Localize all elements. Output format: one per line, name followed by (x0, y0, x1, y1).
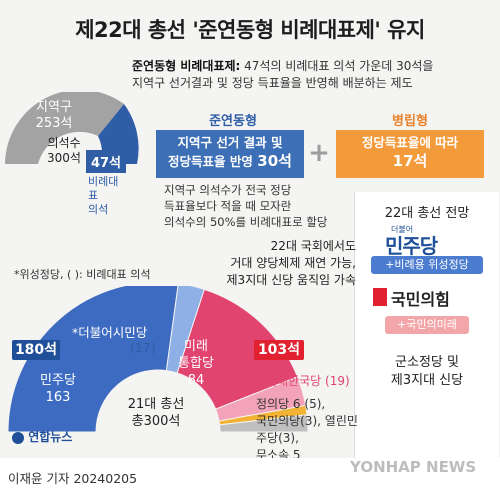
ppp-total-badge: 103석 (254, 340, 304, 360)
yonhap-logo: 연합뉴스 (12, 428, 72, 445)
parallel-line-1: 정당득표율에 따라 (361, 135, 459, 150)
district-seats-text: 253석 (35, 116, 73, 131)
definition-text-1: 47석의 비례대표 의석 가운데 30석을 (240, 59, 434, 73)
note-line-1: 지역구 의석수가 전국 정당 (164, 183, 292, 197)
party2-logo: 국민의힘 (391, 290, 450, 309)
pr-seats-badge: 47석 (86, 150, 126, 173)
watermark: YONHAP NEWS (350, 458, 477, 476)
minor-line-1: 군소정당 및 (395, 355, 459, 370)
others-line-2: 국민의당(3), 열린민주당(3), (256, 414, 358, 445)
minor-line-2: 제3지대 신당 (390, 373, 464, 388)
outlook-panel: 22대 총선 전망 더불어 민주당 +비례용 위성정당 국민의힘 +국민의미래 … (354, 192, 499, 489)
chart21-center-2: 총300석 (131, 414, 181, 429)
pr-arc (98, 104, 139, 164)
party1-sub: +비례용 위성정당 (371, 256, 483, 274)
forecast-line-3: 제3지대 신당 움직임 가속 (226, 273, 356, 287)
district-arc (5, 92, 124, 164)
pr-label-text-2: 의석 (88, 203, 109, 216)
legend-note: *위성정당, ( ): 비례대표 의석 (14, 268, 151, 281)
chart21-center: 21대 총선 총300석 (106, 396, 206, 430)
plus-icon: + (308, 138, 330, 168)
total-seats-text: 300석 (47, 151, 81, 165)
linked-line-2a: 정당득표율 반영 (168, 154, 258, 169)
ppp-sat-label: *미래한국당 (19) (260, 374, 350, 388)
pr-label: 비례대표 의석 (88, 175, 128, 217)
pr-label-text: 비례대표 (88, 175, 119, 202)
ppp-label: 미래 통합당 84 (176, 338, 216, 389)
definition-text-2: 지역구 선거결과 및 정당 득표율을 반영해 배분하는 제도 (132, 76, 413, 90)
district-label-text: 지역구 (36, 100, 72, 115)
dem-label: 민주당 163 (36, 372, 80, 406)
party1-small: 더불어 (391, 225, 414, 234)
party2-sub: +국민의미래 (385, 316, 469, 334)
district-label: 지역구 253석 (24, 100, 84, 132)
minor-parties: 군소정당 및 제3지대 신당 (355, 354, 499, 390)
linked-seats: 30석 (257, 152, 292, 170)
forecast-line-1: 22대 국회에서도 (270, 239, 356, 253)
slice-5 (219, 414, 309, 433)
ppp-value: 84 (187, 373, 205, 388)
party1-logo: 민주당 (385, 234, 438, 258)
outlook-title: 22대 총선 전망 (384, 206, 470, 221)
election21-arcs (7, 286, 309, 433)
seat-half-donut (5, 92, 139, 164)
definition-term: 준연동형 비례대표제: (132, 59, 241, 73)
credit: 이재윤 기자 20240205 (8, 471, 138, 486)
chart21-center-1: 21대 총선 (127, 397, 185, 412)
linked-title: 준연동형 (209, 114, 257, 129)
linked-line-1: 지역구 선거 결과 및 (177, 135, 283, 150)
others-line-1: 정의당 6 (5), (256, 397, 326, 411)
logo-icon (12, 431, 24, 444)
forecast-text: 22대 국회에서도 거대 양당체제 재연 가능, 제3지대 신당 움직임 가속 (210, 238, 356, 289)
parallel-title: 병립형 (392, 114, 428, 129)
forecast-line-2: 거대 양당체제 재연 가능, (230, 256, 356, 270)
linked-box: 지역구 선거 결과 및 정당득표율 반영 30석 (156, 130, 304, 178)
logo-text: 연합뉴스 (28, 430, 73, 444)
linked-note: 지역구 의석수가 전국 정당 득표율보다 적을 때 모자란 의석수의 50%를 … (164, 182, 354, 230)
linked-line-2: 정당득표율 반영 30석 (156, 152, 304, 171)
election21-chart (7, 286, 309, 433)
note-line-3: 의석수의 50%를 비례대표로 할당 (164, 215, 328, 229)
others-list: 정의당 6 (5), 국민의당(3), 열린민주당(3), 무소속 5 (256, 396, 366, 464)
dem-total-badge: 180석 (12, 340, 60, 360)
slice-0 (7, 286, 179, 433)
dem-name: 민주당 (40, 373, 76, 388)
definition: 준연동형 비례대표제: 47석의 비례대표 의석 가운데 30석을 지역구 선거… (132, 58, 492, 92)
parallel-seats: 17석 (392, 152, 428, 170)
dem-value: 163 (45, 390, 71, 405)
dem-sat-label: *더불어시민당 (72, 325, 148, 340)
ppp-name-2: 통합당 (178, 356, 214, 371)
total-seats-label: 의석수 300석 (36, 136, 92, 166)
dem-sat-value: (17) (130, 340, 156, 355)
parallel-box: 정당득표율에 따라 17석 (336, 130, 484, 178)
total-label-text: 의석수 (47, 136, 81, 150)
page-title: 제22대 총선 '준연동형 비례대표제' 유지 (75, 18, 425, 42)
note-line-2: 득표율보다 적을 때 모자란 (164, 199, 292, 213)
ppp-name-1: 미래 (184, 339, 208, 354)
footer-bar (0, 458, 500, 497)
party2-logo-mark (373, 288, 387, 306)
